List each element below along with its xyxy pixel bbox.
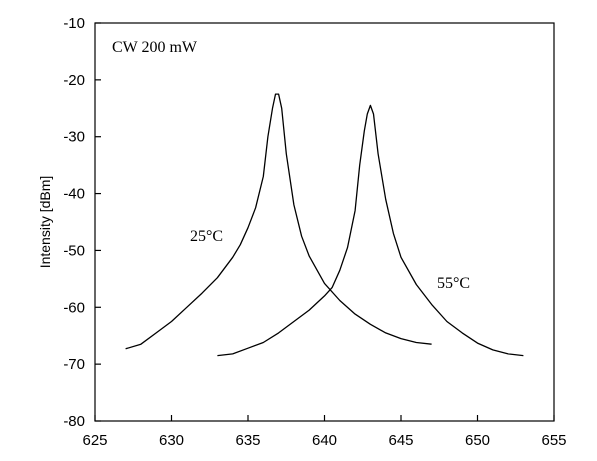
x-tick-label: 650	[465, 432, 490, 449]
plot-frame	[94, 22, 555, 422]
y-tick-label: -40	[63, 186, 85, 203]
y-axis-label: Intensity [dBm]	[37, 176, 53, 269]
y-axis: -10 -20 -30 -40 -50 -60 -70 -80	[63, 15, 101, 430]
annotation-cw-power: CW 200 mW	[112, 39, 198, 56]
y-tick-label: -30	[63, 129, 85, 146]
annotation-55c: 55°C	[437, 275, 470, 292]
y-tick-label: -10	[63, 15, 85, 32]
y-tick-label: -70	[63, 356, 85, 373]
series-line-1	[217, 104, 524, 357]
x-tick-label: 630	[159, 432, 184, 449]
x-tick-label: 635	[235, 432, 260, 449]
annotation-25c: 25°C	[190, 228, 223, 245]
x-tick-label: 640	[312, 432, 337, 449]
y-tick-label: -20	[63, 72, 85, 89]
series-line-0	[125, 93, 432, 350]
series-layer	[125, 93, 524, 357]
x-tick-label: 655	[541, 432, 566, 449]
x-tick-label: 645	[388, 432, 413, 449]
y-tick-label: -80	[63, 413, 85, 430]
x-tick-label: 625	[82, 432, 107, 449]
y-tick-label: -60	[63, 299, 85, 316]
x-axis: 625 630 635 640 645 650 655	[82, 415, 567, 449]
y-tick-label: -50	[63, 242, 85, 259]
